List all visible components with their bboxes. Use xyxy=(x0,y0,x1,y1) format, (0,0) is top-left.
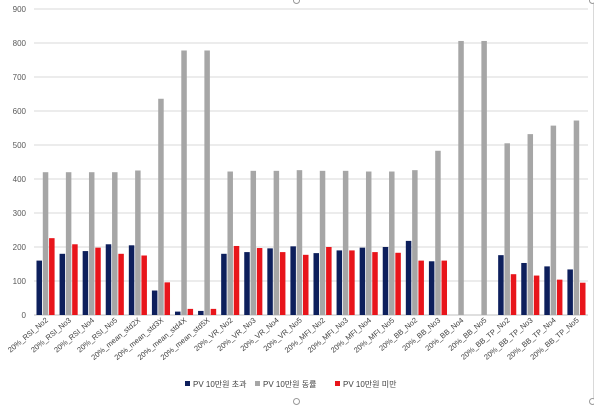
bar xyxy=(118,253,124,315)
resize-handle-top[interactable] xyxy=(293,0,300,4)
bar xyxy=(36,260,42,315)
bar xyxy=(498,255,504,315)
bar xyxy=(65,172,72,315)
legend-label: PV 10만원 초과 xyxy=(193,380,247,389)
bar xyxy=(227,171,233,315)
bar xyxy=(72,244,78,315)
bar xyxy=(342,170,349,315)
bar xyxy=(567,269,573,315)
y-tick-label: 900 xyxy=(13,5,27,14)
gridlines xyxy=(34,8,588,316)
bar xyxy=(42,172,49,315)
bar xyxy=(204,50,210,315)
y-tick-label: 100 xyxy=(13,277,27,286)
bar xyxy=(88,172,95,315)
bar xyxy=(164,282,171,315)
bar xyxy=(365,171,372,315)
bar xyxy=(573,120,580,316)
bar xyxy=(412,170,418,315)
bar xyxy=(418,260,424,315)
bar xyxy=(221,253,227,315)
bar xyxy=(82,251,89,315)
legend-label: PV 10만원 동률 xyxy=(263,380,316,389)
bar xyxy=(458,40,464,316)
bar xyxy=(544,266,550,315)
y-tick-label: 300 xyxy=(13,209,27,218)
bar xyxy=(395,252,401,315)
bar xyxy=(135,170,141,315)
bar xyxy=(428,261,435,315)
bar xyxy=(556,279,563,315)
bar xyxy=(256,248,263,315)
bar xyxy=(158,98,164,315)
bar xyxy=(267,248,273,315)
y-tick-label: 500 xyxy=(13,141,27,150)
bar xyxy=(105,244,112,315)
y-tick-label: 800 xyxy=(13,39,27,48)
bar xyxy=(405,240,412,315)
bar xyxy=(372,252,378,315)
bar xyxy=(319,170,326,315)
legend-swatch xyxy=(185,381,190,386)
bar xyxy=(128,245,135,315)
bar xyxy=(359,247,366,315)
bar xyxy=(174,311,181,315)
y-axis-tick-labels: 0 100 200 300 400 500 600 700 800 900 xyxy=(13,5,27,320)
bar xyxy=(296,170,303,315)
bar xyxy=(550,125,557,316)
bar xyxy=(233,245,240,315)
x-axis-tick-labels: 20%_RSI_No220%_RSI_No320%_RSI_No420%_RSI… xyxy=(6,316,581,362)
bar xyxy=(198,310,204,315)
bar xyxy=(273,170,280,315)
bar xyxy=(303,254,309,315)
bar xyxy=(441,260,448,315)
bar xyxy=(59,253,66,315)
bar xyxy=(181,50,187,315)
bar xyxy=(580,282,586,315)
bar xyxy=(389,171,395,315)
bar xyxy=(141,255,147,315)
legend-swatch xyxy=(255,381,260,386)
y-tick-label: 0 xyxy=(22,311,27,320)
y-tick-label: 200 xyxy=(13,243,27,252)
bar xyxy=(435,150,441,315)
bar-series xyxy=(36,40,586,316)
bar xyxy=(313,253,319,315)
legend-label: PV 10만원 미만 xyxy=(343,380,397,389)
bar xyxy=(187,308,194,315)
legend: PV 10만원 초과 PV 10만원 동률 PV 10만원 미만 xyxy=(185,380,397,389)
bar xyxy=(510,274,517,315)
bar xyxy=(49,238,55,315)
bar xyxy=(244,252,250,315)
bar xyxy=(481,40,487,316)
bar xyxy=(250,170,257,315)
legend-swatch xyxy=(335,381,340,386)
bar xyxy=(151,290,158,315)
bar xyxy=(112,172,118,315)
bar xyxy=(336,250,343,315)
bar xyxy=(210,308,217,315)
bar xyxy=(527,134,534,315)
y-tick-label: 600 xyxy=(13,107,27,116)
bar xyxy=(326,247,332,315)
y-tick-label: 700 xyxy=(13,73,27,82)
bar xyxy=(349,250,355,315)
bar xyxy=(504,143,510,315)
bar xyxy=(533,275,540,315)
bar xyxy=(382,247,389,315)
bar xyxy=(521,262,527,315)
y-tick-label: 400 xyxy=(13,175,27,184)
bar xyxy=(95,247,101,315)
bar xyxy=(290,246,296,315)
resize-handle-top-right[interactable] xyxy=(589,0,594,4)
bar xyxy=(279,252,286,315)
